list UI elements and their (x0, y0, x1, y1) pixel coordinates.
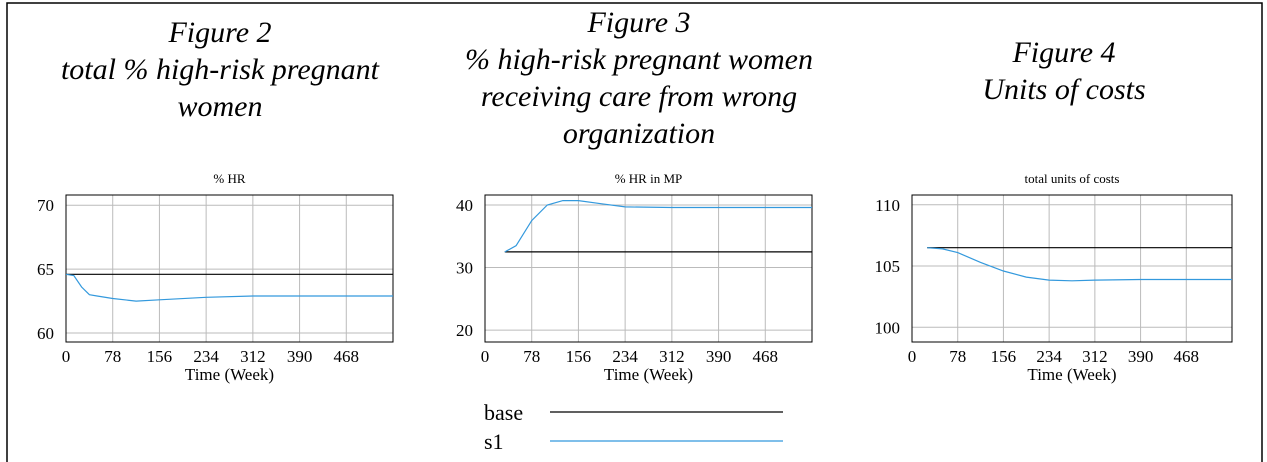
y-tick-label: 70 (37, 196, 54, 215)
x-tick-label: 390 (706, 347, 732, 366)
legend-label: s1 (484, 429, 504, 454)
x-tick-label: 468 (1174, 347, 1200, 366)
x-tick-label: 156 (566, 347, 592, 366)
x-tick-label: 390 (287, 347, 313, 366)
figure-heading: women (178, 90, 263, 123)
legend-label: base (484, 400, 523, 425)
x-tick-label: 78 (949, 347, 966, 366)
series-line (65, 273, 393, 302)
x-tick-label: 468 (753, 347, 779, 366)
figure-heading: Units of costs (982, 73, 1145, 106)
frame (6, 2, 1263, 462)
figure-heading: Figure 3 (586, 6, 690, 39)
y-tick-label: 40 (456, 196, 473, 215)
x-tick-label: 312 (1082, 347, 1108, 366)
plot-frame (65, 194, 394, 343)
x-tick-label: 78 (104, 347, 121, 366)
x-tick-label: 0 (481, 347, 490, 366)
series-line (504, 200, 812, 253)
plot-frame (911, 194, 1233, 343)
x-tick-label: 156 (991, 347, 1017, 366)
y-tick-label: 65 (37, 260, 54, 279)
figure-heading: Figure 2 (167, 16, 271, 49)
figure-heading: total % high-risk pregnant (61, 53, 380, 86)
x-tick-label: 234 (193, 347, 219, 366)
x-tick-label: 234 (1036, 347, 1062, 366)
x-axis-label: Time (Week) (1027, 365, 1116, 384)
chart-title: % HR (213, 171, 245, 186)
figure-heading: % high-risk pregnant women (465, 43, 813, 76)
x-tick-label: 78 (523, 347, 540, 366)
y-tick-label: 20 (456, 321, 473, 340)
y-tick-label: 30 (456, 259, 473, 278)
plot-frame (484, 194, 813, 343)
x-tick-label: 234 (612, 347, 638, 366)
chart-title: % HR in MP (615, 171, 683, 186)
x-tick-label: 312 (659, 347, 685, 366)
x-tick-label: 468 (334, 347, 360, 366)
x-axis-label: Time (Week) (185, 365, 274, 384)
figure-heading: organization (563, 117, 715, 150)
x-tick-label: 312 (240, 347, 266, 366)
y-tick-label: 100 (875, 318, 901, 337)
chart-title: total units of costs (1025, 171, 1120, 186)
x-axis-label: Time (Week) (604, 365, 693, 384)
x-tick-label: 390 (1128, 347, 1154, 366)
y-tick-label: 110 (875, 196, 900, 215)
figure-heading: receiving care from wrong (481, 80, 797, 113)
figure-heading: Figure 4 (1011, 36, 1115, 69)
x-tick-label: 0 (908, 347, 917, 366)
y-tick-label: 60 (37, 324, 54, 343)
series-line (927, 247, 1232, 282)
y-tick-label: 105 (875, 257, 901, 276)
x-tick-label: 0 (62, 347, 71, 366)
x-tick-label: 156 (147, 347, 173, 366)
